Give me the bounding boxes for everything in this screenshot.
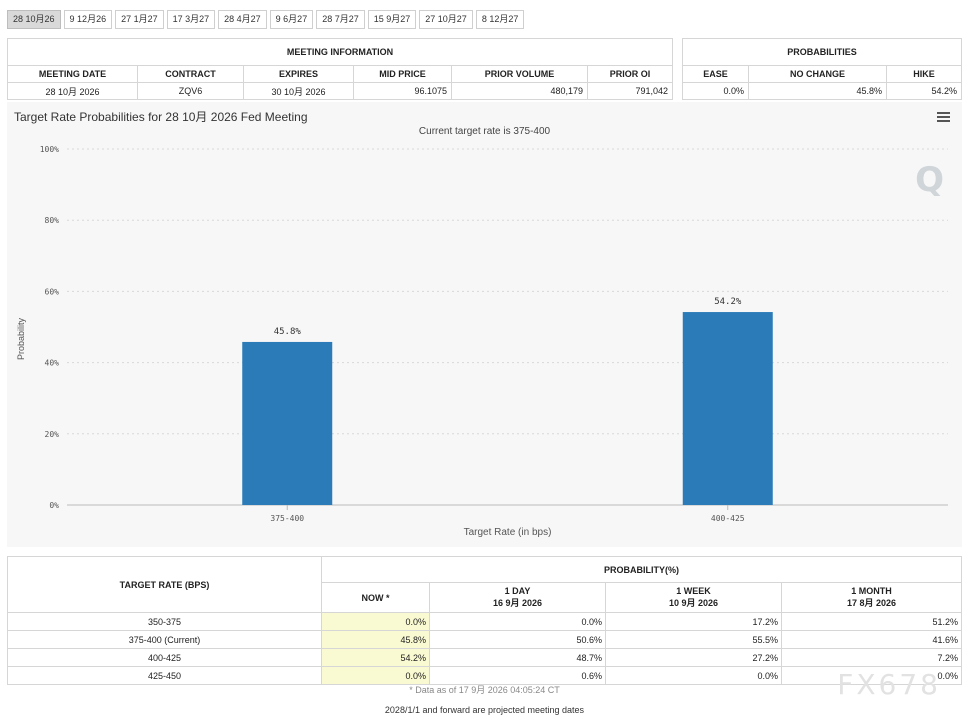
header-mid-price: MID PRICE [353,65,452,83]
rate-cell: 350-375 [7,612,322,631]
data-as-of: * Data as of 17 9月 2026 04:05:24 CT [409,685,560,695]
header-expires: EXPIRES [243,65,354,83]
footnote: 2028/1/1 and forward are projected meeti… [384,705,585,715]
y-tick-label: 20% [45,430,60,439]
tab-meeting-4[interactable]: 17 3月27 [166,10,216,29]
data-label: 54.2% [714,297,742,307]
probabilities-table: PROBABILITIES EASE NO CHANGE HIKE 0.0% 4… [682,38,962,100]
header-target-rate: TARGET RATE (BPS) [7,556,322,613]
meeting-info-table: MEETING INFORMATION MEETING DATE CONTRAC… [7,38,673,100]
now-cell: 0.0% [321,666,430,685]
mid-price-value: 96.1075 [353,82,452,100]
table-row: 425-450 0.0% 0.6% 0.0% 0.0% [7,666,962,685]
day-cell: 0.0% [429,612,606,631]
tab-meeting-6[interactable]: 9 6月27 [269,10,314,29]
week-cell: 55.5% [605,630,782,649]
hike-value: 54.2% [886,82,962,100]
expires-value: 30 10月 2026 [243,82,354,100]
y-tick-label: 0% [49,501,59,510]
bar [682,312,773,505]
header-1-day: 1 DAY 16 9月 2026 [429,582,606,613]
now-cell: 45.8% [321,630,430,649]
header-prior-volume: PRIOR VOLUME [451,65,588,83]
contract-value: ZQV6 [137,82,244,100]
week-cell: 17.2% [605,612,782,631]
header-ease: EASE [682,65,749,83]
rate-cell: 375-400 (Current) [7,630,322,649]
now-cell: 0.0% [321,612,430,631]
probability-chart: 0% 20% 40% 60% 80% 100% 45.8% 375-400 54.2% 400-4… [16,145,948,538]
y-tick-label: 80% [45,216,60,225]
header-prior-oi: PRIOR OI [587,65,673,83]
table-row: 400-425 54.2% 48.7% 27.2% 7.2% [7,648,962,667]
rate-cell: 425-450 [7,666,322,685]
ease-value: 0.0% [682,82,749,100]
bar [242,341,333,505]
tab-meeting-8[interactable]: 15 9月27 [367,10,417,29]
meeting-info-title: MEETING INFORMATION [7,38,673,66]
y-tick-label: 40% [45,359,60,368]
tab-meeting-5[interactable]: 28 4月27 [218,10,267,29]
prior-volume-value: 480,179 [451,82,588,100]
header-1-week: 1 WEEK 10 9月 2026 [605,582,782,613]
probabilities-title: PROBABILITIES [682,38,962,66]
day-cell: 48.7% [429,648,606,667]
chart-title: Target Rate Probabilities for 28 10月 202… [14,110,308,124]
header-1-month: 1 MONTH 17 8月 2026 [781,582,962,613]
header-no-change: NO CHANGE [748,65,887,83]
y-axis-title: Probability [16,317,26,360]
q-logo-icon: Q [915,160,944,200]
month-cell: 0.0% [781,666,962,685]
week-cell: 27.2% [605,648,782,667]
header-probability-group: PROBABILITY(%) [321,556,962,583]
no-change-value: 45.8% [748,82,887,100]
month-cell: 41.6% [781,630,962,649]
table-row: 350-375 0.0% 0.0% 17.2% 51.2% [7,612,962,631]
tab-meeting-2[interactable]: 9 12月26 [63,10,113,29]
x-tick-label: 375-400 [270,514,304,523]
y-tick-label: 100% [40,145,59,154]
now-cell: 54.2% [321,648,430,667]
month-cell: 7.2% [781,648,962,667]
week-cell: 0.0% [605,666,782,685]
x-axis-title: Target Rate (in bps) [464,527,552,538]
chart-subtitle: Current target rate is 375-400 [418,126,551,137]
month-cell: 51.2% [781,612,962,631]
day-cell: 50.6% [429,630,606,649]
header-hike: HIKE [886,65,962,83]
x-tick-label: 400-425 [711,514,745,523]
header-meeting-date: MEETING DATE [7,65,138,83]
prior-oi-value: 791,042 [587,82,673,100]
tab-meeting-9[interactable]: 27 10月27 [419,10,473,29]
chart-panel: 0% 20% 40% 60% 80% 100% 45.8% 375-400 54.2% 400-4… [7,102,962,547]
meeting-date-value: 28 10月 2026 [7,82,138,100]
day-cell: 0.6% [429,666,606,685]
table-row: 375-400 (Current) 45.8% 50.6% 55.5% 41.6… [7,630,962,649]
tab-meeting-7[interactable]: 28 7月27 [316,10,365,29]
tab-meeting-1[interactable]: 28 10月26 [7,10,61,29]
rate-cell: 400-425 [7,648,322,667]
data-label: 45.8% [274,327,302,337]
y-tick-label: 60% [45,287,60,296]
meeting-tabs: 28 10月26 9 12月26 27 1月27 17 3月27 28 4月27… [7,10,525,29]
probability-history-table: TARGET RATE (BPS) PROBABILITY(%) NOW * 1… [7,556,962,685]
hamburger-menu-icon[interactable] [937,112,950,122]
tab-meeting-10[interactable]: 8 12月27 [475,10,525,29]
watermark: FX678 [837,668,941,701]
header-now: NOW * [321,582,430,613]
tab-meeting-3[interactable]: 27 1月27 [115,10,164,29]
header-contract: CONTRACT [137,65,244,83]
